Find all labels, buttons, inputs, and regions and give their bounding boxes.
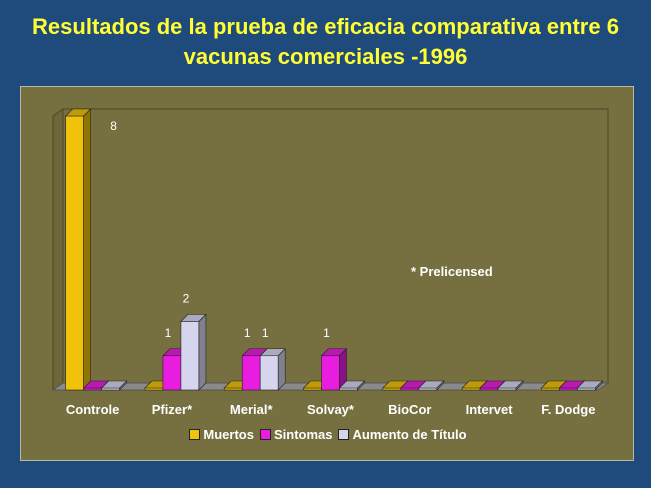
x-tick-labels: Controle Pfizer* Merial* Solvay* BioCor Inter…	[66, 402, 596, 417]
data-label: 1	[323, 326, 330, 340]
legend-item: Sintomas	[259, 427, 333, 442]
legend-swatch	[259, 429, 271, 440]
x-tick-label: Solvay*	[307, 402, 355, 417]
bar	[259, 348, 286, 391]
legend-swatch	[338, 429, 350, 440]
bar-side	[83, 108, 91, 391]
data-label: 1	[262, 326, 269, 340]
prelicensed-note: * Prelicensed	[411, 264, 493, 279]
bar	[100, 380, 128, 391]
bar-front	[241, 355, 261, 391]
side-wall	[52, 108, 64, 391]
x-tick-label: Merial*	[230, 402, 274, 417]
back-wall	[62, 108, 609, 384]
data-label: 1	[165, 326, 172, 340]
bar	[320, 348, 348, 391]
chart-container: 8 1 2 1 1 1 Controle Pfizer* Merial* Solvay* BioCo…	[20, 86, 634, 461]
bar	[418, 380, 445, 391]
x-tick-label: BioCor	[388, 402, 431, 417]
bar-side	[436, 380, 445, 391]
bar	[82, 380, 110, 391]
bar-side	[198, 313, 207, 391]
bar	[64, 108, 92, 391]
bar-side	[119, 380, 127, 391]
bar-front	[65, 115, 84, 391]
legend-label: Sintomas	[273, 427, 333, 442]
bar	[180, 313, 207, 391]
title-line-1: Resultados de la prueba de eficacia comp…	[32, 14, 619, 39]
title-line-2: vacunas comerciales -1996	[183, 44, 468, 69]
bar-front	[259, 355, 279, 391]
plot-area	[51, 108, 610, 391]
legend-label: Aumento de Título	[352, 427, 467, 442]
bar-side	[595, 380, 603, 391]
bar-front	[180, 321, 200, 391]
legend-label: Muertos	[203, 427, 254, 442]
chart-legend: Muertos Sintomas Aumento de Título	[21, 427, 635, 442]
legend-swatch	[189, 429, 201, 440]
bar	[338, 380, 366, 391]
legend-item: Aumento de Título	[338, 427, 467, 442]
bar-front	[162, 355, 182, 391]
x-tick-label: Intervet	[466, 402, 514, 417]
legend-item: Muertos	[189, 427, 254, 442]
x-tick-label: Controle	[66, 402, 119, 417]
data-label: 1	[244, 326, 251, 340]
slide-title: Resultados de la prueba de eficacia comp…	[0, 12, 651, 72]
data-label: 8	[110, 119, 117, 133]
bar-side	[357, 380, 365, 391]
bar	[497, 380, 524, 391]
bars	[64, 108, 604, 391]
bar-side	[515, 380, 524, 391]
bar-side	[277, 348, 286, 391]
x-tick-label: Pfizer*	[152, 402, 193, 417]
bar-front	[321, 355, 340, 391]
data-label: 2	[183, 292, 190, 306]
bar	[576, 380, 604, 391]
x-tick-label: F. Dodge	[541, 402, 595, 417]
